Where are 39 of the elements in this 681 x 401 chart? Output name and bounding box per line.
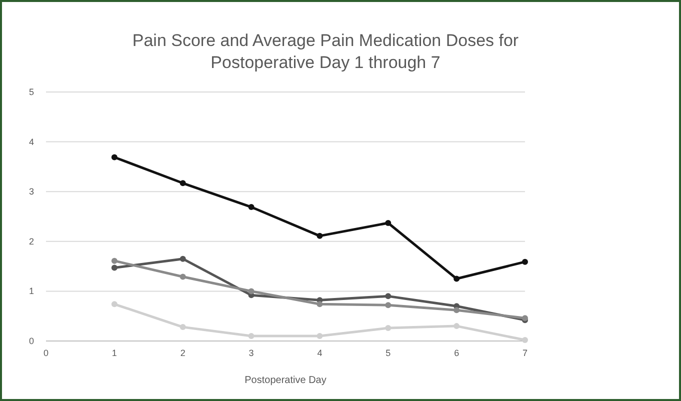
point bbox=[248, 204, 254, 210]
x-tick-label: 3 bbox=[248, 348, 254, 358]
point bbox=[454, 323, 460, 330]
x-tick-label: 1 bbox=[112, 348, 117, 358]
x-tick-label: 0 bbox=[43, 348, 49, 358]
point bbox=[111, 154, 118, 160]
point bbox=[522, 258, 528, 265]
chart-title: Pain Score and Average Pain Medication Doses for Postoperative Day 1 through 7 bbox=[132, 31, 519, 72]
y-tick-label: 5 bbox=[28, 87, 34, 97]
point bbox=[385, 302, 392, 308]
point bbox=[111, 264, 118, 271]
point bbox=[316, 333, 323, 340]
x-tick-label: 4 bbox=[317, 348, 322, 358]
point bbox=[180, 180, 186, 186]
x-axis-title: Postoperative Day bbox=[244, 375, 326, 386]
point bbox=[385, 220, 392, 226]
y-tick-label: 3 bbox=[28, 186, 34, 197]
point bbox=[385, 325, 392, 332]
x-tick-label: 6 bbox=[454, 348, 460, 358]
point bbox=[522, 337, 528, 344]
point bbox=[248, 288, 254, 294]
point bbox=[180, 274, 186, 280]
point bbox=[180, 256, 186, 262]
point bbox=[385, 293, 392, 300]
point bbox=[316, 232, 323, 239]
y-tick-label: 0 bbox=[28, 336, 34, 346]
x-tick-label: 2 bbox=[180, 348, 186, 358]
y-tick-label: 4 bbox=[28, 136, 34, 147]
point bbox=[111, 301, 118, 308]
point bbox=[454, 307, 460, 314]
x-tick-label: 5 bbox=[386, 348, 391, 358]
y-tick-label: 1 bbox=[28, 286, 34, 296]
x-tick-label: 7 bbox=[522, 348, 528, 358]
point bbox=[454, 276, 460, 282]
point bbox=[111, 258, 118, 264]
point bbox=[316, 301, 323, 308]
point bbox=[248, 333, 254, 340]
point bbox=[180, 324, 186, 330]
y-tick-label: 2 bbox=[28, 236, 34, 246]
